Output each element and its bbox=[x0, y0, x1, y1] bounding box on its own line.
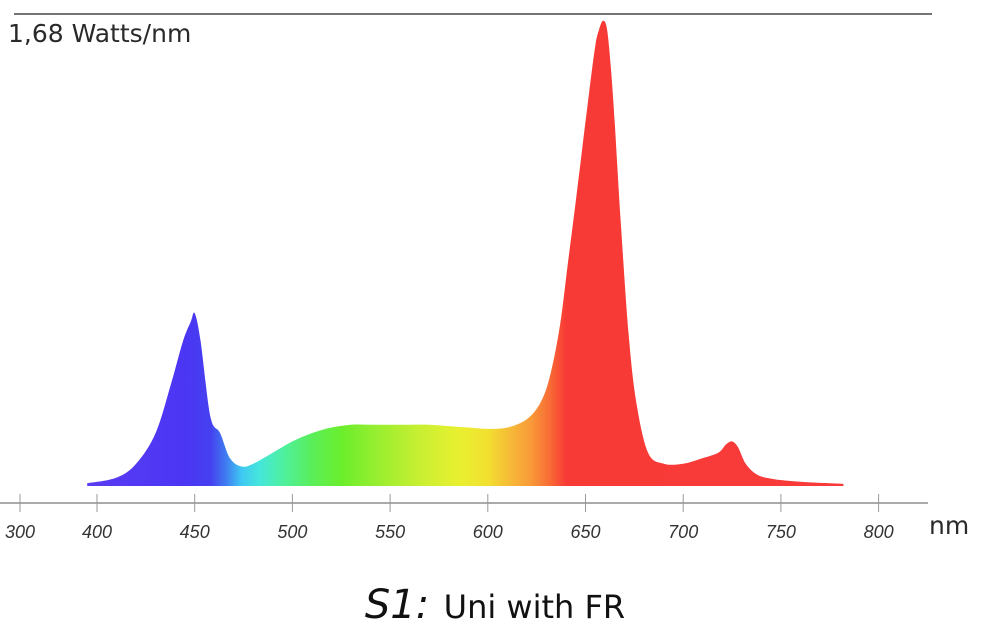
x-axis-ticks: 300 400 450 500 550 600 650 700 750 800 bbox=[5, 494, 894, 542]
x-tick-label: 750 bbox=[766, 522, 796, 542]
x-tick-label: 700 bbox=[668, 522, 698, 542]
x-tick-label: 650 bbox=[570, 522, 600, 542]
x-axis-unit: nm bbox=[929, 511, 969, 540]
x-tick-label: 300 bbox=[5, 522, 35, 542]
x-tick-label: 500 bbox=[277, 522, 307, 542]
x-tick-label: 800 bbox=[864, 522, 894, 542]
x-tick-label: 400 bbox=[82, 522, 112, 542]
x-tick-label: 600 bbox=[473, 522, 503, 542]
spectrum-area bbox=[87, 20, 844, 487]
caption-text: Uni with FR bbox=[444, 588, 625, 626]
x-tick-label: 450 bbox=[180, 522, 210, 542]
x-tick-label: 550 bbox=[375, 522, 405, 542]
y-max-label: 1,68 Watts/nm bbox=[8, 19, 191, 48]
chart-caption: S1: Uni with FR bbox=[365, 582, 625, 628]
caption-id: S1: bbox=[365, 582, 429, 628]
